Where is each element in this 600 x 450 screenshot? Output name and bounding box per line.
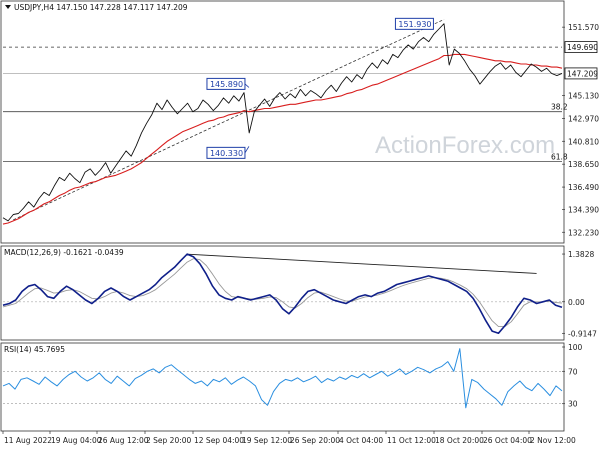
moving-average-line xyxy=(2,53,563,225)
x-tick-label: 2 Nov 12:00 xyxy=(530,436,576,445)
current-price-label: 147.209 xyxy=(567,69,598,78)
macd-panel-frame xyxy=(0,245,565,341)
x-tick-label: 19 Aug 04:00 xyxy=(51,436,102,445)
macd-line xyxy=(2,253,563,335)
watermark: ActionForex.com xyxy=(375,132,555,159)
macd-signal-line xyxy=(2,258,563,328)
price-ytick-label: 145.130 xyxy=(568,91,599,100)
price-annotation-pointer xyxy=(244,146,250,154)
x-tick-label: 19 Sep 12:00 xyxy=(242,436,292,445)
header-triangle-icon xyxy=(5,5,11,9)
price-panel: USDJPY,H4 147.150 147.228 147.117 147.20… xyxy=(2,3,599,237)
rsi-panel: RSI(14) 45.7695 100 70 30 xyxy=(2,343,583,409)
price-ytick-label: 142.970 xyxy=(568,114,599,123)
price-annotation-pointer xyxy=(244,83,250,88)
x-tick-label: 18 Oct 20:00 xyxy=(435,436,484,445)
rsi-ytick-label: 100 xyxy=(568,343,583,352)
macd-header: MACD(12,26,9) -0.1621 -0.0439 xyxy=(4,248,124,257)
macd-ytick-label: 0.00 xyxy=(568,298,585,307)
price-ytick-label: 140.810 xyxy=(568,137,599,146)
x-tick-label: 26 Aug 12:00 xyxy=(98,436,149,445)
rsi-line xyxy=(2,348,563,409)
price-line xyxy=(2,23,563,222)
price-annotation-label: 140.330 xyxy=(210,149,243,158)
price-annotation-label: 145.890 xyxy=(210,80,243,89)
x-tick-label: 11 Aug 2022 xyxy=(4,436,52,445)
price-ytick-label: 138.650 xyxy=(568,160,599,169)
price-ytick-label: 134.390 xyxy=(568,205,599,214)
rsi-ytick-label: 70 xyxy=(568,367,578,376)
rsi-ytick-label: 30 xyxy=(568,400,578,409)
price-annotation-label: 151.930 xyxy=(398,20,431,29)
price-header: USDJPY,H4 147.150 147.228 147.117 147.20… xyxy=(14,3,188,12)
x-tick-label: 26 Sep 20:00 xyxy=(290,436,340,445)
price-ytick-label: 136.490 xyxy=(568,183,599,192)
panel-frames xyxy=(0,0,565,432)
fib-level-label: 61.8 xyxy=(551,153,568,162)
hline-price-label: 149.690 xyxy=(567,43,598,52)
x-tick-label: 12 Sep 04:00 xyxy=(194,436,244,445)
macd-ytick-label: 1.3828 xyxy=(568,250,594,259)
macd-ytick-label: -0.9147 xyxy=(568,329,597,338)
rsi-panel-frame xyxy=(0,342,565,432)
price-panel-frame xyxy=(0,0,565,244)
x-tick-label: 26 Oct 04:00 xyxy=(483,436,532,445)
x-tick-label: 2 Sep 20:00 xyxy=(146,436,192,445)
x-tick-label: 11 Oct 12:00 xyxy=(387,436,436,445)
macd-panel: MACD(12,26,9) -0.1621 -0.0439 1.3828 0.00… xyxy=(2,248,597,338)
rsi-header: RSI(14) 45.7695 xyxy=(4,345,65,354)
hline-price-box xyxy=(564,41,598,54)
x-tick-label: 4 Oct 04:00 xyxy=(339,436,383,445)
price-ytick-label: 132.230 xyxy=(568,228,599,237)
price-ytick-label: 151.570 xyxy=(568,23,599,32)
fib-level-label: 38.2 xyxy=(551,103,568,112)
trend-channel-line xyxy=(13,19,445,221)
current-price-box xyxy=(564,67,598,80)
macd-divergence-line xyxy=(187,253,537,274)
